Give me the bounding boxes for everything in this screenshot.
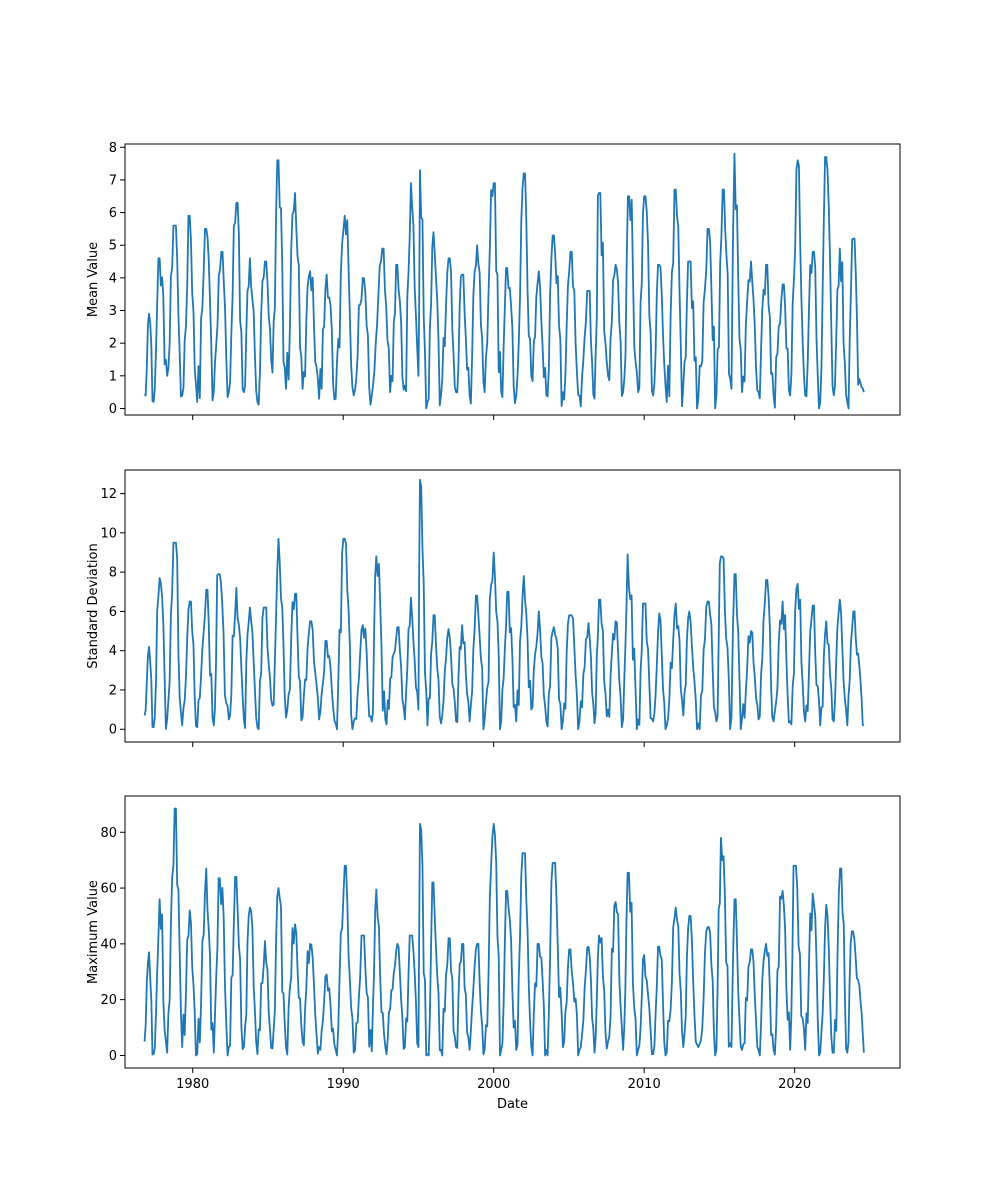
y-tick-label: 0 <box>109 402 117 417</box>
y-tick-label: 0 <box>109 723 117 738</box>
y-tick-label: 80 <box>100 826 117 841</box>
subplot-3: 0 20 40 60 80 1980 1990 2000 2010 2020 Maximum Val… <box>86 795 901 1112</box>
series-line <box>143 478 865 731</box>
y-tick-label: 6 <box>109 206 117 221</box>
y-tick-label: 8 <box>109 141 117 156</box>
y-tick-label: 3 <box>109 304 117 319</box>
y-axis-label: Standard Deviation <box>86 543 101 668</box>
y-tick-label: 2 <box>109 683 117 698</box>
axes-frame <box>124 469 901 743</box>
y-tick-label: 6 <box>109 605 117 620</box>
x-tick-label: 2010 <box>628 1077 661 1092</box>
y-tick-label: 20 <box>100 993 117 1008</box>
y-tick-label: 12 <box>100 487 117 502</box>
axes-frame <box>124 795 901 1069</box>
y-tick-label: 40 <box>100 937 117 952</box>
y-axis-label: Maximum Value <box>86 880 101 984</box>
x-tick-label: 2000 <box>477 1077 510 1092</box>
series-line <box>143 807 865 1057</box>
y-axis-label: Mean Value <box>86 242 101 317</box>
y-tick-label: 4 <box>109 271 117 286</box>
y-tick-label: 0 <box>109 1049 117 1064</box>
axes-frame <box>124 143 901 416</box>
y-tick-label: 4 <box>109 644 117 659</box>
y-tick-label: 2 <box>109 337 117 352</box>
subplot-2: 0 2 4 6 8 10 12 Standard Deviation <box>86 469 901 747</box>
subplot-1: 0 1 2 3 4 5 6 7 8 Mean Value <box>86 141 901 420</box>
y-tick-label: 1 <box>109 369 117 384</box>
y-tick-label: 7 <box>109 173 117 188</box>
y-tick-label: 60 <box>100 882 117 897</box>
x-tick-label: 1990 <box>327 1077 360 1092</box>
series-line <box>143 152 865 410</box>
x-tick-label: 1980 <box>176 1077 209 1092</box>
y-tick-label: 8 <box>109 566 117 581</box>
y-tick-label: 5 <box>109 239 117 254</box>
x-tick-label: 2020 <box>778 1077 811 1092</box>
y-tick-label: 10 <box>100 526 117 541</box>
x-axis-label: Date <box>497 1097 528 1112</box>
